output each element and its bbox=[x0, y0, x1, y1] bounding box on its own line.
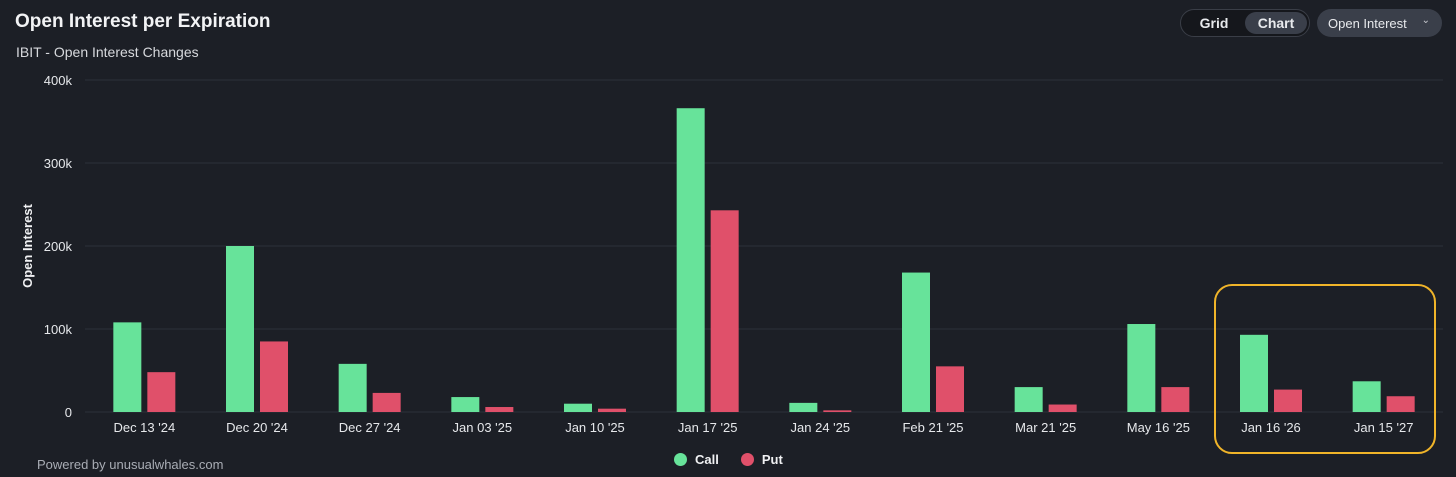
x-tick-label: Jan 24 '25 bbox=[791, 420, 851, 435]
chart-title: Open Interest per Expiration bbox=[15, 11, 271, 32]
bar-call[interactable] bbox=[451, 397, 480, 412]
bar-put[interactable] bbox=[1048, 404, 1077, 412]
bar-put[interactable] bbox=[485, 407, 514, 412]
y-tick-label: 400k bbox=[44, 73, 73, 88]
bar-call[interactable] bbox=[564, 403, 592, 412]
powered-by-link[interactable]: Powered by unusualwhales.com bbox=[37, 457, 224, 472]
grid-lines bbox=[85, 79, 1443, 413]
bar-put[interactable] bbox=[823, 410, 852, 412]
legend-label-call: Call bbox=[695, 452, 719, 467]
bar-call[interactable] bbox=[789, 402, 818, 412]
chart-subtitle: IBIT - Open Interest Changes bbox=[16, 44, 199, 60]
x-tick-label: Dec 27 '24 bbox=[339, 420, 401, 435]
x-tick-label: Feb 21 '25 bbox=[902, 420, 963, 435]
bar-put[interactable] bbox=[372, 392, 401, 412]
x-tick-label: Dec 13 '24 bbox=[113, 420, 175, 435]
put-dot-icon bbox=[740, 453, 754, 466]
y-tick-label: 200k bbox=[44, 239, 73, 254]
bar-call[interactable] bbox=[1352, 381, 1381, 412]
metric-select[interactable]: Open Interest ⌄ bbox=[1317, 9, 1442, 37]
legend: Call Put bbox=[674, 452, 783, 467]
bar-put[interactable] bbox=[710, 210, 739, 412]
x-tick-label: Jan 16 '26 bbox=[1241, 420, 1301, 435]
bar-put[interactable] bbox=[1386, 396, 1415, 412]
bar-put[interactable] bbox=[598, 408, 626, 412]
bar-put[interactable] bbox=[1161, 387, 1190, 412]
y-axis-label: Open Interest bbox=[20, 203, 35, 287]
chart-view-button[interactable]: Chart bbox=[1245, 12, 1307, 34]
bar-call[interactable] bbox=[338, 363, 367, 412]
x-tick-label: Jan 15 '27 bbox=[1354, 420, 1414, 435]
bar-call[interactable] bbox=[902, 272, 930, 412]
x-tick-label: Dec 20 '24 bbox=[226, 420, 288, 435]
bar-put[interactable] bbox=[147, 372, 176, 412]
bar-put[interactable] bbox=[1274, 389, 1302, 412]
legend-item-call[interactable]: Call bbox=[674, 452, 719, 467]
y-tick-label: 100k bbox=[44, 322, 73, 337]
bar-call[interactable] bbox=[226, 246, 254, 412]
bar-put[interactable] bbox=[260, 341, 288, 412]
x-tick-label: Jan 03 '25 bbox=[453, 420, 513, 435]
chevron-down-icon: ⌄ bbox=[1421, 15, 1430, 26]
y-tick-label: 0 bbox=[65, 405, 72, 420]
legend-label-put: Put bbox=[761, 452, 783, 467]
bar-call[interactable] bbox=[1240, 334, 1268, 412]
highlight-box bbox=[1214, 284, 1436, 454]
call-dot-icon bbox=[674, 453, 687, 466]
x-axis-ticks: Dec 13 '24 Dec 20 '24 Dec 27 '24 Jan 03 '25… bbox=[113, 420, 1413, 435]
grid-view-button[interactable]: Grid bbox=[1199, 15, 1229, 31]
x-tick-label: May 16 '25 bbox=[1127, 420, 1190, 435]
x-tick-label: Jan 10 '25 bbox=[565, 420, 625, 435]
bar-call[interactable] bbox=[113, 322, 142, 412]
bars bbox=[113, 108, 1415, 412]
bar-call[interactable] bbox=[1014, 387, 1043, 412]
view-toggle: Grid Chart bbox=[1180, 9, 1310, 37]
y-tick-label: 300k bbox=[44, 156, 73, 171]
bar-put[interactable] bbox=[936, 366, 964, 412]
metric-select-value: Open Interest bbox=[1328, 15, 1407, 31]
x-tick-label: Jan 17 '25 bbox=[678, 420, 738, 435]
legend-item-put[interactable]: Put bbox=[740, 452, 783, 467]
x-tick-label: Mar 21 '25 bbox=[1015, 420, 1076, 435]
y-axis-ticks: 0 100k 200k 300k 400k bbox=[44, 73, 73, 420]
bar-call[interactable] bbox=[1127, 324, 1156, 412]
bar-call[interactable] bbox=[676, 108, 705, 412]
